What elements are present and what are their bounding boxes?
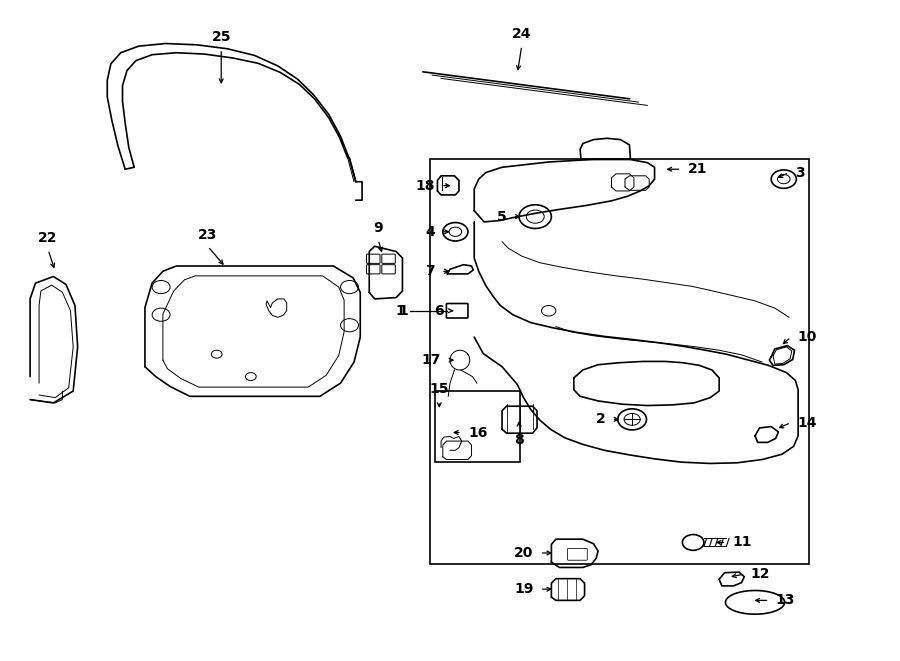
Bar <box>435 391 520 462</box>
Text: 21: 21 <box>688 162 707 176</box>
Text: 17: 17 <box>422 353 441 367</box>
Text: 1: 1 <box>395 304 405 318</box>
Text: 19: 19 <box>514 582 534 596</box>
Text: 4: 4 <box>425 225 435 239</box>
Text: 10: 10 <box>797 330 816 344</box>
Text: 13: 13 <box>776 594 795 607</box>
Text: 18: 18 <box>415 178 435 193</box>
Text: 16: 16 <box>468 426 487 440</box>
Text: 8: 8 <box>514 432 524 447</box>
Text: 25: 25 <box>212 30 231 44</box>
Text: 23: 23 <box>198 227 218 242</box>
Text: 12: 12 <box>751 567 770 581</box>
Text: 11: 11 <box>733 535 752 549</box>
Text: 1: 1 <box>398 304 408 318</box>
Text: 6: 6 <box>434 304 444 318</box>
Text: 7: 7 <box>425 264 435 278</box>
Text: 22: 22 <box>39 231 58 245</box>
Bar <box>430 159 809 564</box>
Text: 3: 3 <box>796 165 806 180</box>
Text: 20: 20 <box>514 546 534 560</box>
Text: 14: 14 <box>797 416 816 430</box>
Text: 9: 9 <box>374 221 383 235</box>
Text: 2: 2 <box>596 412 605 426</box>
Text: 24: 24 <box>512 27 532 41</box>
Text: 15: 15 <box>429 382 449 397</box>
Text: 5: 5 <box>497 210 507 223</box>
